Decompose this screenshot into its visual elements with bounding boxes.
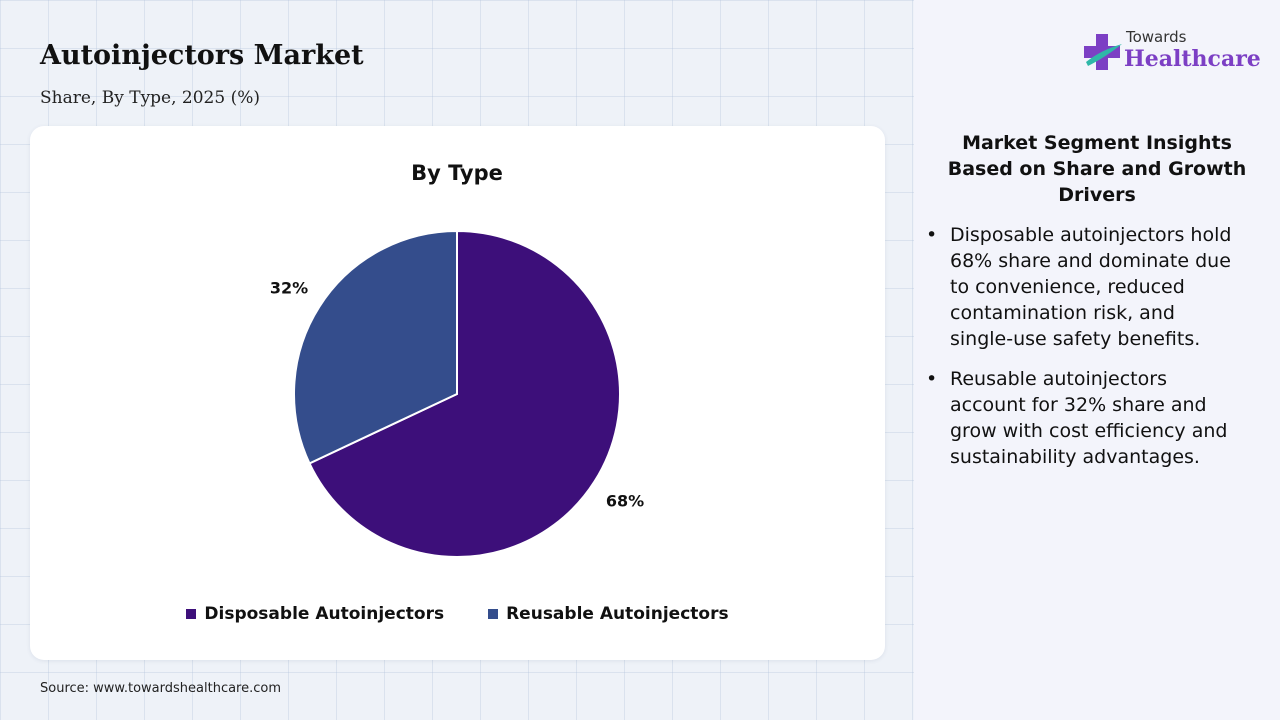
bullet-dot-icon: • xyxy=(926,224,938,246)
legend-label-disposable: Disposable Autoinjectors xyxy=(204,604,445,624)
pie-label-reusable: 32% xyxy=(270,278,308,297)
insight-text-reusable: Reusable autoinjectors account for 32% s… xyxy=(950,368,1228,468)
bullet-dot-icon: • xyxy=(926,368,938,390)
insights-list: • Disposable autoinjectors hold 68% shar… xyxy=(924,222,1242,484)
insights-panel: Towards Healthcare Market Segment Insigh… xyxy=(914,0,1280,720)
insight-item-reusable: • Reusable autoinjectors account for 32%… xyxy=(924,366,1242,470)
legend-label-reusable: Reusable Autoinjectors xyxy=(506,604,729,624)
chart-title: By Type xyxy=(411,161,503,185)
pie-slices xyxy=(293,229,621,558)
insights-title: Market Segment Insights Based on Share a… xyxy=(947,132,1247,206)
insight-item-disposable: • Disposable autoinjectors hold 68% shar… xyxy=(924,222,1242,352)
legend-item-reusable: Reusable Autoinjectors xyxy=(488,604,729,624)
pie-slice-disposable xyxy=(308,229,621,558)
towards-healthcare-logo: Towards Healthcare xyxy=(1082,26,1262,82)
page-subtitle: Share, By Type, 2025 (%) xyxy=(40,88,261,108)
page-title: Autoinjectors Market xyxy=(40,40,364,71)
pie-labels: 68% 32% xyxy=(270,278,644,510)
legend-swatch-disposable xyxy=(186,609,197,619)
source-note: Source: www.towardshealthcare.com xyxy=(40,681,282,696)
medical-cross-logo-icon xyxy=(1084,34,1122,70)
pie-slice-reusable xyxy=(293,229,458,465)
chart-legend: Disposable Autoinjectors Reusable Autoin… xyxy=(30,604,885,624)
main-area: Autoinjectors Market Share, By Type, 202… xyxy=(30,40,885,696)
logo-text-towards: Towards xyxy=(1126,28,1187,46)
chart-card: By Type 68% 32% Disposable Autoinjectors … xyxy=(30,126,885,660)
logo-text-healthcare: Healthcare xyxy=(1124,46,1261,72)
insight-text-disposable: Disposable autoinjectors hold 68% share … xyxy=(950,224,1232,350)
legend-swatch-reusable xyxy=(488,609,499,619)
pie-label-disposable: 68% xyxy=(606,492,644,511)
legend-item-disposable: Disposable Autoinjectors xyxy=(186,604,444,624)
pie-chart: By Type 68% 32% xyxy=(270,161,644,558)
